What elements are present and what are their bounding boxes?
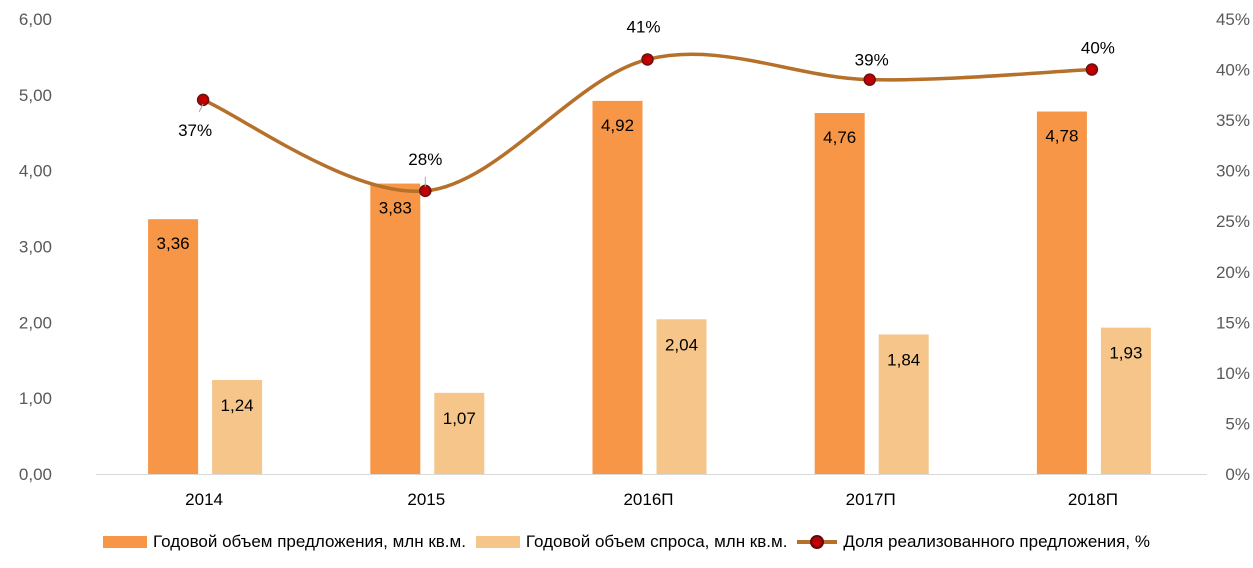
y-left-tick-label: 2,00 <box>19 313 52 332</box>
bar-supply <box>370 183 421 474</box>
bar-demand <box>434 392 485 474</box>
bar-demand <box>212 379 263 474</box>
data-label-share: 37% <box>178 121 212 140</box>
data-label-supply: 4,76 <box>823 128 856 147</box>
combo-chart: 0,00 1,00 2,00 3,00 4,00 5,00 6,00 0% 5% 10% 15% 20… <box>19 10 1250 509</box>
bar-supply <box>148 219 199 474</box>
legend-item-supply: Годовой объем предложения, млн кв.м. <box>103 532 466 552</box>
legend-item-demand: Годовой объем спроса, млн кв.м. <box>475 532 788 552</box>
line-layer <box>196 52 1099 198</box>
share-marker <box>641 53 654 66</box>
y-right-tick-label: 40% <box>1216 61 1250 80</box>
legend-label-share: Доля реализованного предложения, % <box>843 532 1150 551</box>
y-right-tick-label: 45% <box>1216 10 1250 29</box>
y-left-tick-label: 4,00 <box>19 162 52 181</box>
y-right-tick-label: 5% <box>1225 414 1250 433</box>
share-marker <box>1085 63 1099 76</box>
data-label-supply: 3,83 <box>379 199 412 218</box>
data-label-supply: 4,78 <box>1045 127 1078 146</box>
legend: Годовой объем предложения, млн кв.м. Год… <box>0 532 1253 562</box>
legend-label-demand: Годовой объем спроса, млн кв.м. <box>525 532 788 551</box>
legend-label-supply: Годовой объем предложения, млн кв.м. <box>153 532 466 551</box>
share-label-leader <box>198 103 204 113</box>
bar-supply <box>814 113 865 475</box>
y-right-tick-label: 35% <box>1216 111 1250 130</box>
data-label-share: 39% <box>855 51 889 70</box>
labels-layer: 3,36 1,24 3,83 1,07 4,92 2,04 4,76 1,84 4,78 1,93… <box>157 17 1143 427</box>
y-left-tick-label: 5,00 <box>19 86 52 105</box>
bar-supply <box>592 100 643 475</box>
bars-layer <box>148 100 1151 475</box>
y-right-tick-label: 30% <box>1216 162 1250 181</box>
y-right-tick-label: 20% <box>1216 263 1250 282</box>
data-label-demand: 1,07 <box>443 409 476 428</box>
data-label-supply: 4,92 <box>601 116 634 135</box>
data-label-supply: 3,36 <box>157 234 190 253</box>
y-left-tick-label: 6,00 <box>19 10 52 29</box>
data-label-demand: 1,24 <box>221 396 254 415</box>
share-marker <box>863 73 876 86</box>
y-right-tick-label: 0% <box>1225 465 1250 484</box>
share-line <box>201 52 1094 193</box>
axes-layer: 0,00 1,00 2,00 3,00 4,00 5,00 6,00 0% 5% 10% 15% 20… <box>19 10 1250 509</box>
x-tick-label: 2014 <box>185 490 223 509</box>
bar-demand <box>878 334 929 474</box>
x-tick-label: 2015 <box>407 490 445 509</box>
y-right-tick-label: 25% <box>1216 212 1250 231</box>
share-marker <box>196 93 210 107</box>
legend-swatch-demand <box>475 536 520 548</box>
data-label-share: 28% <box>408 150 442 169</box>
x-tick-label: 2016П <box>623 490 673 509</box>
data-label-demand: 1,93 <box>1109 344 1142 363</box>
share-marker <box>419 184 432 198</box>
legend-swatch-supply <box>103 536 148 548</box>
y-left-tick-label: 1,00 <box>19 389 52 408</box>
bar-demand <box>1100 327 1151 474</box>
data-label-demand: 1,84 <box>887 350 920 369</box>
x-tick-label: 2018П <box>1068 490 1118 509</box>
legend-swatch-share <box>797 535 838 549</box>
bar-demand <box>656 319 707 474</box>
legend-item-share: Доля реализованного предложения, % <box>797 532 1150 552</box>
data-label-share: 41% <box>626 17 660 36</box>
y-right-tick-label: 15% <box>1216 313 1250 332</box>
y-left-tick-label: 3,00 <box>19 238 52 257</box>
y-left-tick-label: 0,00 <box>19 465 52 484</box>
bar-supply <box>1036 111 1087 475</box>
x-tick-label: 2017П <box>846 490 896 509</box>
data-label-demand: 2,04 <box>665 335 698 354</box>
data-label-share: 40% <box>1081 39 1115 58</box>
y-right-tick-label: 10% <box>1216 364 1250 383</box>
